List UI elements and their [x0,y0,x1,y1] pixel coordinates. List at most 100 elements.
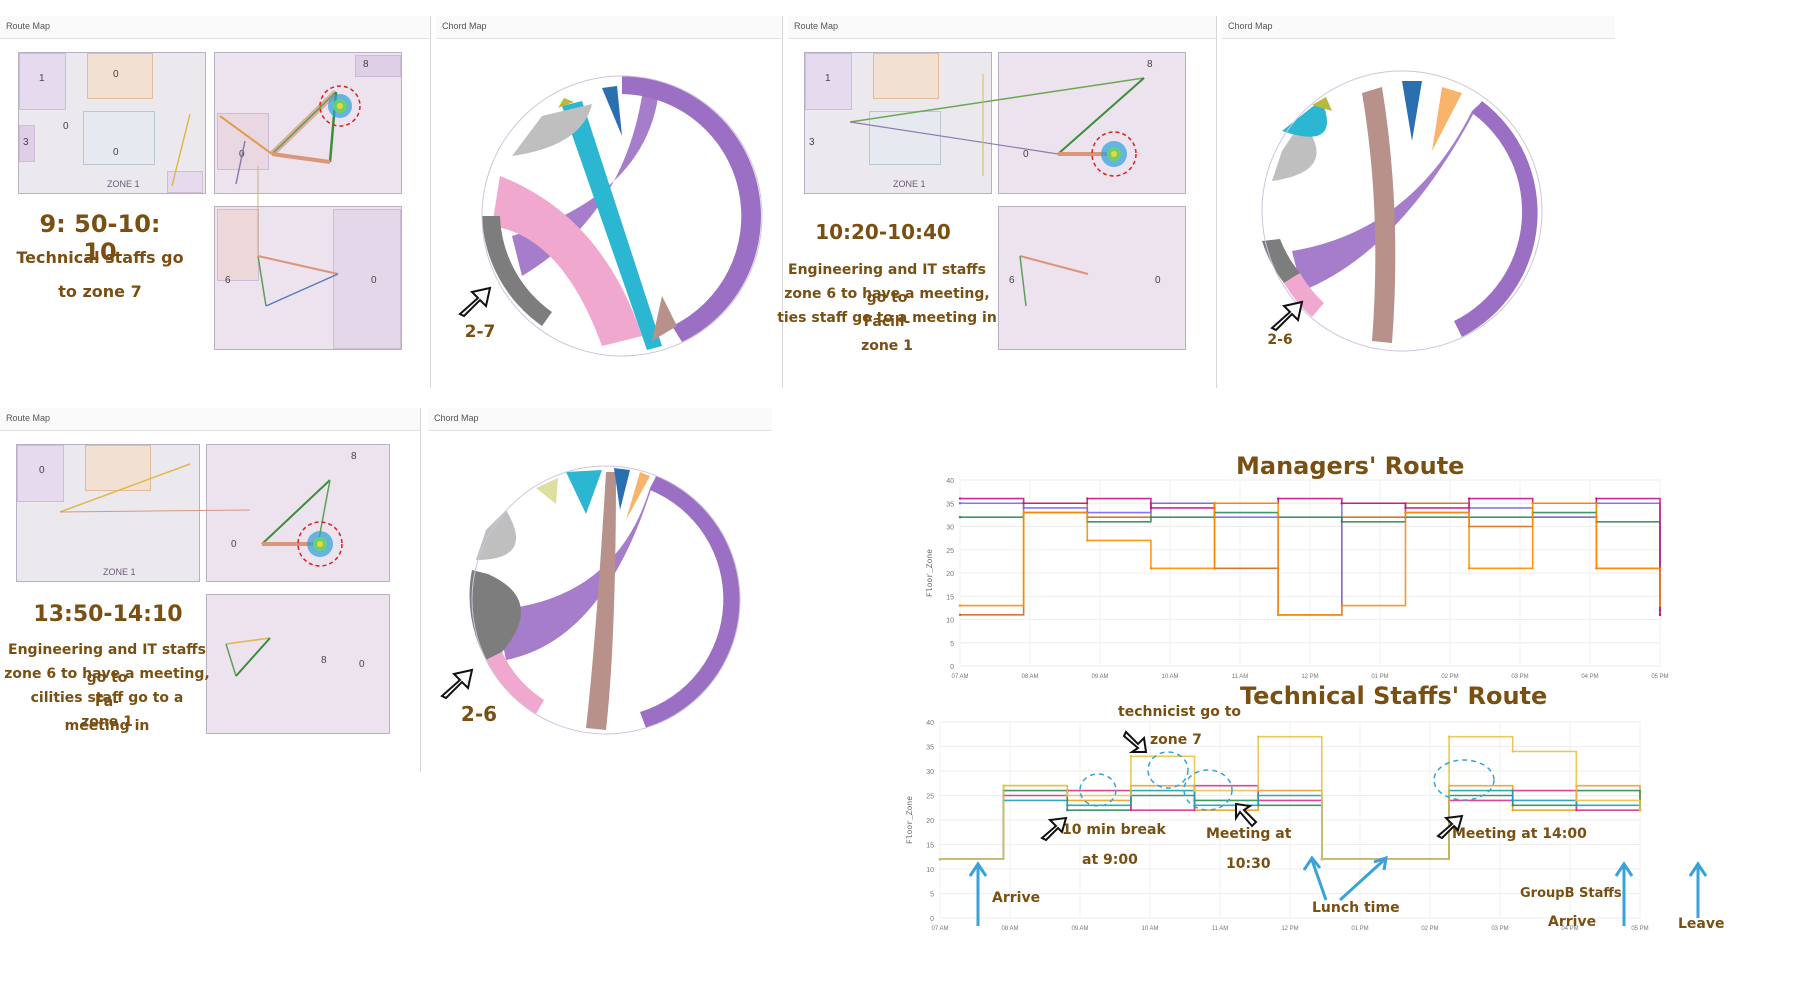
data-point [1404,511,1407,514]
y-tick-label: 0 [930,916,934,923]
data-point [1511,750,1514,753]
zone-center [83,111,155,165]
chord-map-panel-2: Chord Map 2-6 [1222,16,1615,388]
x-tick-label: 01 PM [1371,674,1388,680]
floor-map-zone-a: ZONE 1 1 0 3 0 0 [18,52,206,194]
hollow-arrow-icon [1270,300,1304,332]
x-tick-label: 05 PM [1651,674,1668,680]
route-map-panel-3: Route Map ZONE 1 0 8 0 8 0 13:50-14:10 E… [0,408,421,772]
data-point [1340,502,1344,505]
data-point [1002,784,1005,787]
y-tick-label: 10 [926,867,934,874]
callout-text: Meeting at [1206,826,1292,842]
data-point [1511,799,1514,802]
zone-block [805,53,852,110]
data-point [1149,516,1153,519]
chord-highlight-label: 2-7 [464,322,496,342]
data-point [1276,613,1280,617]
floor-map-zone-c: 6 0 [998,206,1186,350]
callout-text: 10:30 [1226,856,1271,872]
data-point [1149,567,1153,570]
zone-block [217,113,269,170]
y-tick-label: 35 [946,501,954,508]
route-map-panel-1: Route Map ZONE 1 1 0 3 0 0 8 0 6 0 [0,16,431,388]
zone-right-light [167,171,203,193]
annotation-line: zone 1 [81,714,133,730]
panel-header: Route Map [788,16,1216,39]
callout-text: Lunch time [1312,900,1400,916]
zone-block [85,445,151,491]
callout-text: GroupB Staffs [1520,886,1622,901]
data-point [958,502,962,505]
zone-number: 0 [371,275,377,286]
callout-text: zone 7 [1150,732,1202,748]
series-line [960,502,1661,616]
chord-diagram [481,75,763,357]
panel-title: Chord Map [434,413,479,423]
x-tick-label: 03 PM [1511,674,1528,680]
data-point [958,497,962,500]
chord-highlight-label: 2-6 [1267,332,1293,348]
route-lines [171,85,361,307]
data-point [1575,804,1578,807]
data-point [1213,502,1216,505]
zone-number: 0 [1155,275,1161,286]
callout-text: Meeting at 14:00 [1452,826,1587,842]
floor-map-zone-a: ZONE 1 0 [16,444,200,582]
callout-text: 10 min break [1062,822,1166,838]
x-tick-label: 09 AM [1071,926,1088,932]
data-point [1022,506,1025,510]
panel-header: Chord Map [1222,16,1615,39]
data-point [1531,502,1534,505]
panel-header: Chord Map [428,408,772,431]
managers-route-chart: 0 5 10 15 20 25 30 35 40 07 AM 08 AM 09 AM 10 AM 11 A… [926,478,1669,680]
zone-number: 1 [825,73,831,84]
y-tick-label: 5 [950,641,954,648]
panel-header: Route Map [0,16,430,39]
zone-1-label: ZONE 1 [893,179,926,189]
zone-number: 0 [359,659,365,670]
data-point [1595,497,1598,500]
data-point [1447,735,1451,738]
series-line [940,789,1641,860]
chord-diagram [1261,70,1543,352]
zone-small-left [19,125,35,162]
x-tick-label: 03 PM [1491,926,1508,932]
data-point [1066,794,1069,797]
x-tick-label: 12 PM [1281,926,1298,932]
y-tick-label: 30 [946,525,954,532]
data-point [1658,613,1662,617]
zone-block [355,55,401,77]
data-point [1129,809,1133,812]
zone-number: 0 [39,465,45,476]
data-point [1256,735,1260,738]
chord-map-panel-1: Chord Map 2-7 [436,16,783,388]
panel-title: Route Map [6,21,51,31]
floor-map-zone-c: 6 0 [214,206,402,350]
y-tick-label: 0 [950,664,954,671]
callout-text: technicist go to [1118,704,1242,720]
zone-2-area [19,53,66,110]
floor-map-zone-c: 8 0 [206,594,390,734]
chord-diagram [469,465,741,735]
zone-number: 8 [351,451,357,462]
panel-title: Route Map [794,21,839,31]
annotation-line: zone 6 to have a meeting, Facili- [784,286,990,330]
zone-number: 3 [809,137,815,148]
data-point [1511,809,1514,812]
panel-title: Chord Map [1228,21,1273,31]
panel-header: Chord Map [436,16,782,39]
technical-chart-title: Technical Staffs' Route [1240,682,1548,710]
data-point [1467,567,1471,570]
data-point [1276,497,1280,500]
zone-block [873,53,939,99]
zone-1-label: ZONE 1 [107,179,140,189]
y-tick-label: 15 [946,594,954,601]
chord-highlight-label: 2-6 [460,702,498,726]
data-point [1638,809,1642,812]
data-point [1193,789,1196,792]
annotation-line: cilities staff go to a meeting in [30,690,184,734]
y-tick-label: 25 [946,548,954,555]
data-point [1022,511,1025,514]
x-tick-label: 11 AM [1212,926,1229,932]
